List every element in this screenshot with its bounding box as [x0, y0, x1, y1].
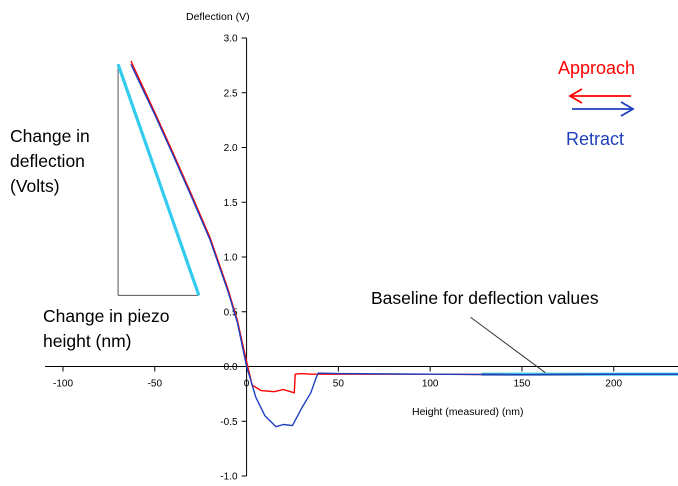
slope-triangle-hypotenuse — [116, 63, 201, 296]
y-axis-ticks: 3.0 2.5 2.0 1.5 1.0 0.5 0.0 -0.5 -1.0 — [220, 34, 247, 483]
legend-label-approach: Approach — [558, 58, 635, 78]
slope-triangle — [116, 63, 201, 296]
x-axis-ticks: -100 -50 0 50 100 150 200 — [53, 366, 623, 390]
x-axis-title: Height (measured) (nm) — [412, 406, 523, 418]
legend: Approach Retract — [558, 58, 635, 149]
annotation-change-in-deflection-line-1: Change in — [10, 126, 90, 146]
x-tick-label: 100 — [422, 379, 439, 390]
y-tick-label: -0.5 — [220, 417, 238, 428]
baseline-pointer-line — [470, 316, 547, 374]
annotation-change-in-piezo-line-1: Change in piezo — [43, 306, 169, 326]
annotation-change-in-deflection-line-3: (Volts) — [10, 176, 60, 196]
legend-arrow-retract-head — [620, 101, 635, 117]
x-tick-label: 150 — [514, 379, 531, 390]
baseline-marker — [470, 316, 678, 376]
annotation-baseline: Baseline for deflection values — [371, 288, 599, 308]
x-tick-label: -100 — [53, 379, 73, 390]
y-tick-label: 2.0 — [224, 143, 238, 154]
x-tick-label: 200 — [605, 379, 622, 390]
series-retract-line — [130, 64, 678, 428]
annotation-change-in-piezo-line-2: height (nm) — [43, 331, 132, 351]
annotation-change-in-deflection-line-2: deflection — [10, 151, 85, 171]
legend-label-retract: Retract — [566, 129, 624, 149]
x-tick-label: 50 — [333, 379, 345, 390]
y-tick-label: 0.0 — [224, 362, 238, 373]
axes — [45, 38, 678, 476]
y-tick-label: 3.0 — [224, 34, 238, 45]
legend-arrow-approach-head — [568, 88, 583, 104]
series-layer — [130, 60, 678, 428]
y-tick-label: 2.5 — [224, 88, 238, 99]
y-tick-label: 1.0 — [224, 253, 238, 264]
series-approach-line — [130, 60, 678, 394]
y-tick-label: -1.0 — [220, 472, 238, 483]
x-tick-label: -50 — [148, 379, 163, 390]
y-axis-title: Deflection (V) — [186, 11, 250, 23]
y-tick-label: 1.5 — [224, 198, 238, 209]
y-tick-label: 0.5 — [224, 307, 238, 318]
x-tick-label: 0 — [244, 379, 250, 390]
